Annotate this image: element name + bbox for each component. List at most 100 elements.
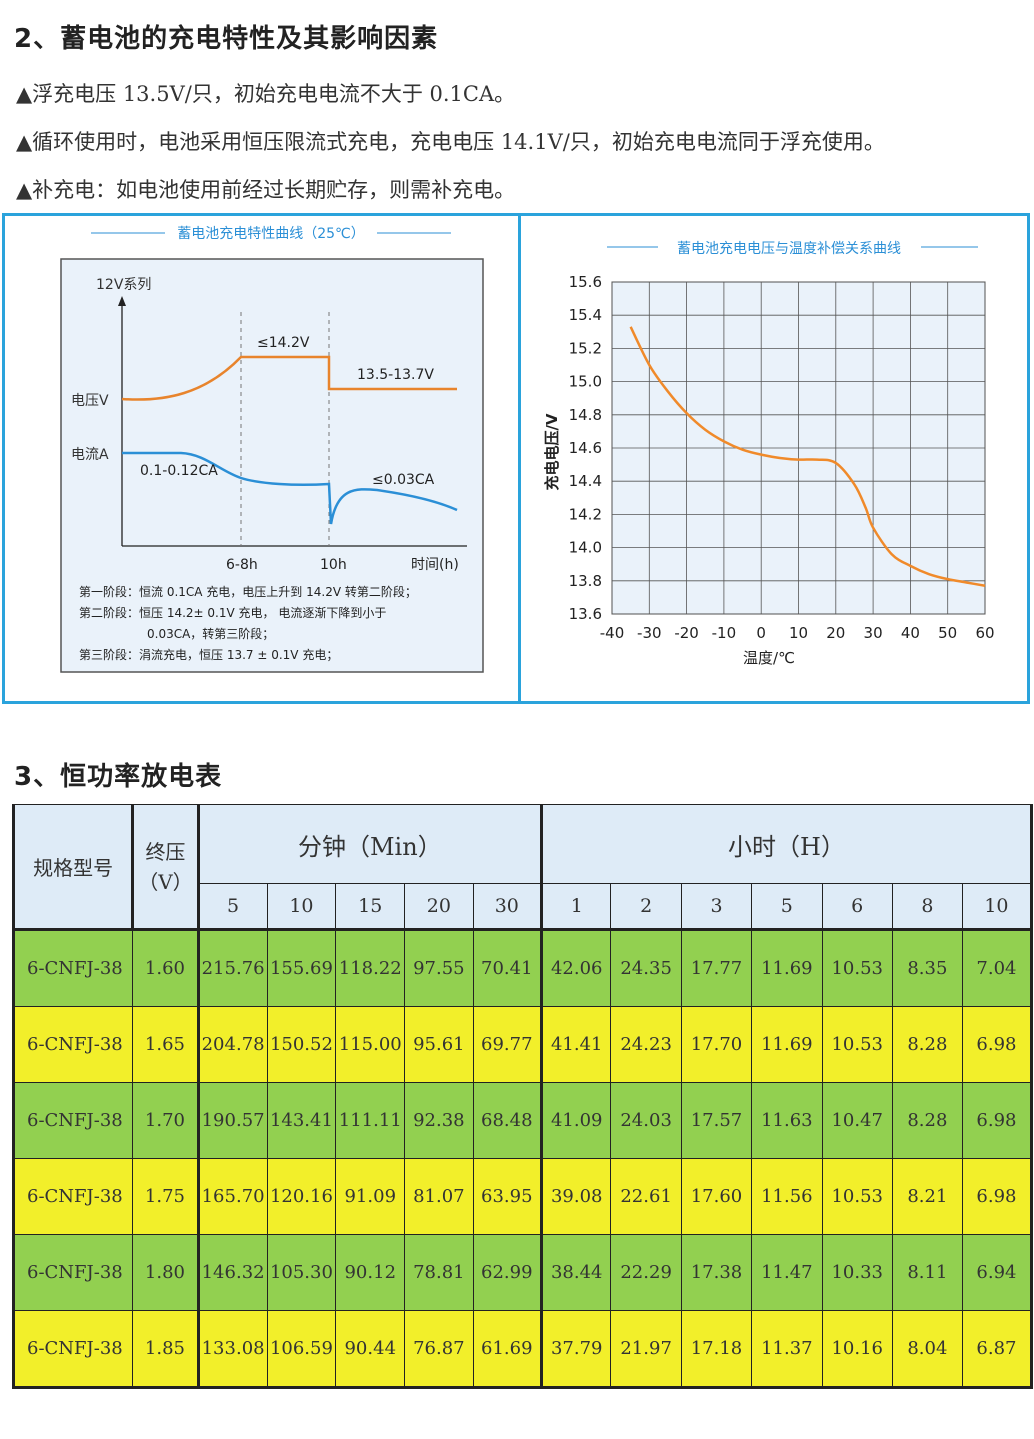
- cell-value: 62.99: [472, 1234, 544, 1311]
- cell-end-voltage: 1.60: [132, 928, 200, 1007]
- cell-value: 111.11: [335, 1082, 406, 1159]
- header-hour-8: 8: [891, 883, 963, 930]
- x-axis-label: 温度/℃: [743, 649, 795, 667]
- cell-value: 146.32: [197, 1234, 268, 1311]
- cell-value: 17.77: [680, 928, 753, 1007]
- x-axis-label: 时间(h): [411, 557, 459, 573]
- x-tick-label: -30: [637, 624, 662, 642]
- y-ticks: 13.6 13.8 14.0 14.2 14.4 14.6 14.8 15.0 15.2 15.4…: [569, 273, 602, 623]
- x-tick-label: 20: [826, 624, 845, 642]
- cell-value: 42.06: [541, 928, 612, 1007]
- cell-value: 17.60: [680, 1158, 753, 1235]
- cell-value: 22.61: [610, 1158, 682, 1235]
- figure-divider: [518, 216, 521, 701]
- cell-value: 17.57: [680, 1082, 753, 1159]
- cell-model: 6-CNFJ-38: [11, 1234, 134, 1311]
- table-row: 6-CNFJ-38 1.85 133.08 106.59 90.44 76.87 61.69…: [11, 1310, 1034, 1389]
- cell-value: 8.35: [891, 928, 963, 1007]
- x-tick-10h: 10h: [320, 557, 347, 573]
- cell-value: 6.98: [961, 1082, 1034, 1159]
- stage-note-2b: 0.03CA，转第三阶段；: [147, 626, 274, 641]
- y-tick-label: 15.0: [569, 373, 602, 391]
- header-min-30: 30: [472, 883, 544, 930]
- cell-value: 24.35: [610, 928, 682, 1007]
- x-ticks: -40 -30 -20 -10 0 10 20 30 40 50 60: [600, 624, 995, 642]
- cell-value: 24.03: [610, 1082, 682, 1159]
- cell-value: 120.16: [266, 1158, 337, 1235]
- cell-value: 204.78: [197, 1006, 268, 1083]
- charging-figures: 蓄电池充电特性曲线（25℃） 12V系列 电压V 电流A ≤14.2V 13.5…: [2, 213, 1030, 704]
- current-start-label: 0.1-0.12CA: [140, 463, 218, 479]
- header-hour-6: 6: [821, 883, 893, 930]
- cell-value: 76.87: [404, 1310, 474, 1389]
- cell-value: 61.69: [472, 1310, 544, 1389]
- cell-end-voltage: 1.80: [132, 1234, 200, 1311]
- x-tick-label: 10: [789, 624, 808, 642]
- cell-value: 150.52: [266, 1006, 337, 1083]
- header-model: 规格型号: [11, 804, 134, 930]
- cell-value: 215.76: [197, 928, 268, 1007]
- x-tick-label: 0: [756, 624, 766, 642]
- left-chart-frame: [60, 258, 484, 673]
- cell-value: 95.61: [404, 1006, 474, 1083]
- y-tick-label: 13.6: [569, 605, 602, 623]
- cell-value: 11.37: [751, 1310, 823, 1389]
- header-hour-5: 5: [751, 883, 823, 930]
- stage-note-1: 第一阶段：恒流 0.1CA 充电，电压上升到 14.2V 转第二阶段；: [79, 584, 417, 599]
- x-tick-label: -40: [600, 624, 625, 642]
- cell-value: 165.70: [197, 1158, 268, 1235]
- cell-value: 90.44: [335, 1310, 406, 1389]
- cell-value: 8.11: [891, 1234, 963, 1311]
- cell-value: 10.53: [821, 928, 893, 1007]
- x-tick-label: -20: [674, 624, 699, 642]
- bullet-float-charge: ▲浮充电压 13.5V/只，初始充电电流不大于 0.1CA。: [16, 82, 516, 106]
- header-hour-2: 2: [610, 883, 682, 930]
- cell-value: 70.41: [472, 928, 544, 1007]
- cell-model: 6-CNFJ-38: [11, 1310, 134, 1389]
- cell-value: 17.38: [680, 1234, 753, 1311]
- x-tick-label: 50: [938, 624, 957, 642]
- temp-compensation-chart: 蓄电池充电电压与温度补偿关系曲线 13.6 13.8 14.0 14.2 14.4 14.…: [543, 241, 995, 667]
- table-row: 6-CNFJ-38 1.80 146.32 105.30 90.12 78.81 62.99…: [11, 1234, 1034, 1311]
- grid: [611, 281, 986, 615]
- cell-value: 8.21: [891, 1158, 963, 1235]
- cell-value: 41.41: [541, 1006, 612, 1083]
- voltage-curve: [121, 355, 457, 401]
- cell-value: 133.08: [197, 1310, 268, 1389]
- table-row: 6-CNFJ-38 1.75 165.70 120.16 91.09 81.07 63.95…: [11, 1158, 1034, 1235]
- cell-value: 11.69: [751, 928, 823, 1007]
- cell-end-voltage: 1.70: [132, 1082, 200, 1159]
- cell-end-voltage: 1.85: [132, 1310, 200, 1389]
- series-label: 12V系列: [96, 277, 151, 293]
- header-min-15: 15: [335, 883, 406, 930]
- cell-value: 11.56: [751, 1158, 823, 1235]
- y-axis-label: 充电电压/V: [543, 413, 561, 490]
- cell-value: 10.53: [821, 1158, 893, 1235]
- x-tick-label: 60: [975, 624, 994, 642]
- constant-power-discharge-table: 规格型号 终压（V） 分钟（Min） 小时（H） 5 10 15 20 30 1 2 3 5 6 8…: [11, 804, 1034, 1389]
- cell-value: 10.47: [821, 1082, 893, 1159]
- section-title-discharge: 3、恒功率放电表: [14, 762, 223, 792]
- cell-value: 11.63: [751, 1082, 823, 1159]
- voltage-axis-label: 电压V: [71, 393, 109, 409]
- stage-note-2: 第二阶段：恒压 14.2± 0.1V 充电， 电流逐渐下降到小于: [79, 605, 386, 620]
- cell-value: 143.41: [266, 1082, 337, 1159]
- cell-value: 10.53: [821, 1006, 893, 1083]
- header-min-20: 20: [404, 883, 474, 930]
- y-tick-label: 15.4: [569, 306, 602, 324]
- header-hour-1: 1: [541, 883, 612, 930]
- y-tick-label: 14.4: [569, 472, 602, 490]
- right-figure-title: 蓄电池充电电压与温度补偿关系曲线: [677, 241, 901, 257]
- cell-end-voltage: 1.65: [132, 1006, 200, 1083]
- cell-value: 90.12: [335, 1234, 406, 1311]
- cell-value: 6.94: [961, 1234, 1034, 1311]
- cell-end-voltage: 1.75: [132, 1158, 200, 1235]
- cell-value: 10.33: [821, 1234, 893, 1311]
- cell-value: 39.08: [541, 1158, 612, 1235]
- x-tick-label: 30: [864, 624, 883, 642]
- voltage-temp-curve: [629, 326, 986, 588]
- table-row: 6-CNFJ-38 1.60 215.76 155.69 118.22 97.55 70.4…: [11, 928, 1034, 1007]
- cell-value: 37.79: [541, 1310, 612, 1389]
- cell-value: 92.38: [404, 1082, 474, 1159]
- x-tick-6-8h: 6-8h: [226, 557, 258, 573]
